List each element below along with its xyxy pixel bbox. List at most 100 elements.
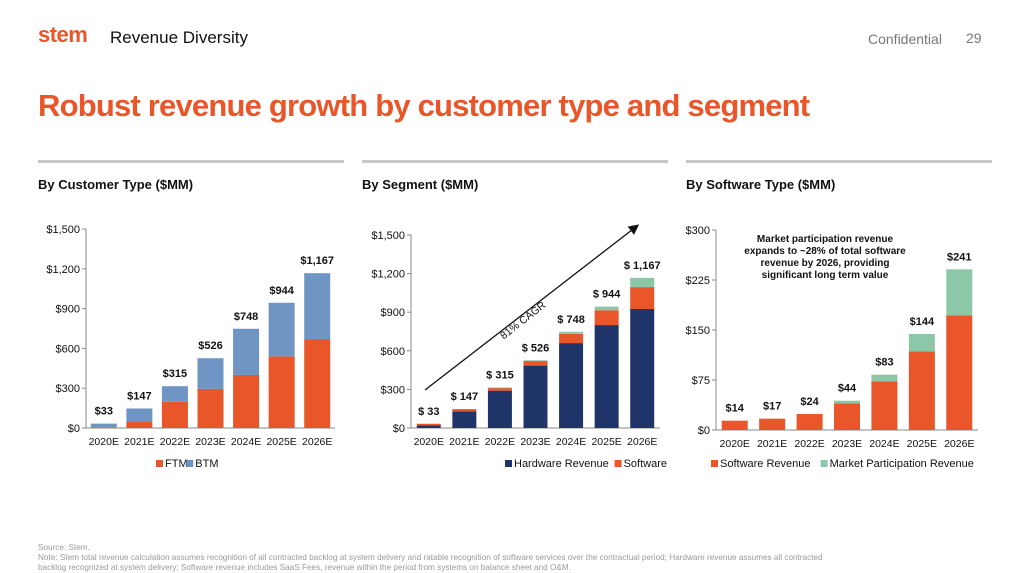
bar-total-label: $526 xyxy=(198,340,222,352)
legend-label: Software Revenue xyxy=(624,458,670,470)
y-tick-label: $900 xyxy=(381,307,405,319)
legend-swatch xyxy=(614,460,622,467)
software-annotation-line: significant long term value xyxy=(762,270,889,281)
bar-segment xyxy=(796,414,823,430)
bar-total-label: $ 315 xyxy=(486,369,514,381)
bar-segment xyxy=(759,418,786,430)
y-tick-label: $1,200 xyxy=(46,264,80,276)
x-tick-label: 2020E xyxy=(89,436,119,448)
x-tick-label: 2023E xyxy=(832,438,862,450)
bar-total-label: $748 xyxy=(234,311,258,323)
bar-total-label: $147 xyxy=(127,390,151,402)
page-headline: Robust revenue growth by customer type a… xyxy=(38,88,810,123)
y-tick-label: $300 xyxy=(381,384,405,396)
bar-total-label: $33 xyxy=(95,406,113,418)
x-tick-label: 2025E xyxy=(266,436,296,448)
bar-segment xyxy=(90,423,117,428)
bar-segment xyxy=(594,310,619,326)
footer-source: Source: Stem. xyxy=(38,543,90,552)
bar-segment xyxy=(452,411,477,428)
bar-total-label: $315 xyxy=(163,368,187,380)
page-number: 29 xyxy=(966,30,982,46)
bar-segment xyxy=(416,423,441,426)
legend-swatch xyxy=(711,460,718,467)
x-tick-label: 2025E xyxy=(591,436,621,448)
bar-segment xyxy=(559,331,584,334)
x-tick-label: 2022E xyxy=(794,438,824,450)
x-tick-label: 2020E xyxy=(414,436,444,448)
software-annotation-line: expands to ~28% of total software xyxy=(744,246,906,257)
bar-total-label: $14 xyxy=(726,403,745,415)
y-tick-label: $0 xyxy=(393,423,405,435)
bar-segment xyxy=(871,381,898,430)
bar-total-label: $83 xyxy=(875,357,893,369)
bar-segment xyxy=(487,387,512,391)
bar-segment xyxy=(559,343,584,428)
x-tick-label: 2021E xyxy=(124,436,154,448)
bar-segment xyxy=(487,390,512,428)
bar-segment xyxy=(523,360,548,366)
segment-chart: $0 $300 $600 $900 $1,200 $1,500 2020E $ 33 2021E… xyxy=(371,224,670,470)
bar-total-label: $944 xyxy=(269,285,294,297)
x-tick-label: 2026E xyxy=(944,438,974,450)
x-tick-label: 2022E xyxy=(485,436,515,448)
y-tick-label: $150 xyxy=(686,325,710,337)
bar-segment xyxy=(233,328,260,375)
bar-total-label: $44 xyxy=(838,383,857,395)
bar-segment xyxy=(233,374,260,428)
legend-label: Software Revenue xyxy=(720,458,811,470)
y-tick-label: $1,500 xyxy=(46,224,80,236)
bar-total-label: $ 748 xyxy=(557,314,585,326)
customer-type-chart: $0 $300 $600 $900 $1,200 $1,500 2020E $33 2021E $… xyxy=(46,224,335,470)
bar-segment xyxy=(721,420,748,430)
bar-segment xyxy=(268,356,295,428)
bar-segment xyxy=(523,360,548,362)
x-tick-label: 2026E xyxy=(302,436,332,448)
bar-total-label: $17 xyxy=(763,401,781,413)
bar-segment xyxy=(946,315,973,430)
x-tick-label: 2024E xyxy=(869,438,899,450)
bar-segment xyxy=(630,277,655,288)
bar-segment xyxy=(126,422,153,428)
bar-segment xyxy=(197,388,224,428)
bar-total-label: $144 xyxy=(910,316,935,328)
x-tick-label: 2026E xyxy=(627,436,657,448)
x-tick-label: 2020E xyxy=(720,438,750,450)
bar-segment xyxy=(126,408,153,423)
y-tick-label: $600 xyxy=(381,346,405,358)
bar-segment xyxy=(630,287,655,309)
bar-total-label: $ 1,167 xyxy=(624,260,661,272)
bar-total-label: $ 33 xyxy=(418,406,439,418)
software-annotation-line: Market participation revenue xyxy=(757,234,894,245)
section-title: Revenue Diversity xyxy=(110,28,248,47)
legend-swatch xyxy=(820,460,828,467)
y-tick-label: $75 xyxy=(692,375,710,387)
x-tick-label: 2024E xyxy=(556,436,586,448)
bar-segment xyxy=(908,334,935,352)
section-divider xyxy=(38,160,344,163)
bar-total-label: $24 xyxy=(800,396,819,408)
bar-segment xyxy=(908,351,935,430)
legend-swatch xyxy=(505,460,512,467)
footer-notes: Source: Stem. Note: Stem total revenue c… xyxy=(38,543,988,573)
legend-label: Market Participation Revenue xyxy=(830,458,974,470)
y-tick-label: $0 xyxy=(68,423,80,435)
section-divider xyxy=(362,160,668,163)
chart-title-customer-type: By Customer Type ($MM) xyxy=(38,177,194,192)
bar-segment xyxy=(90,427,117,429)
cagr-label: 81% CAGR xyxy=(498,299,548,342)
bar-total-label: $ 147 xyxy=(451,391,479,403)
legend-label: FTM xyxy=(165,458,188,470)
cagr-arrow xyxy=(424,224,640,391)
bar-total-label: $ 944 xyxy=(593,289,621,301)
bar-segment xyxy=(559,333,584,344)
bar-segment xyxy=(161,401,188,428)
x-tick-label: 2021E xyxy=(757,438,787,450)
footer-note-line-2: backlog recognized at system delivery; S… xyxy=(38,563,571,572)
legend-label: BTM xyxy=(195,458,218,470)
footer-note-line-1: Note: Stem total revenue calculation ass… xyxy=(38,553,823,562)
stem-logo: stem xyxy=(38,22,88,47)
bar-segment xyxy=(871,374,898,382)
section-divider xyxy=(686,160,992,163)
software-annotation-line: revenue by 2026, providing xyxy=(761,258,890,269)
